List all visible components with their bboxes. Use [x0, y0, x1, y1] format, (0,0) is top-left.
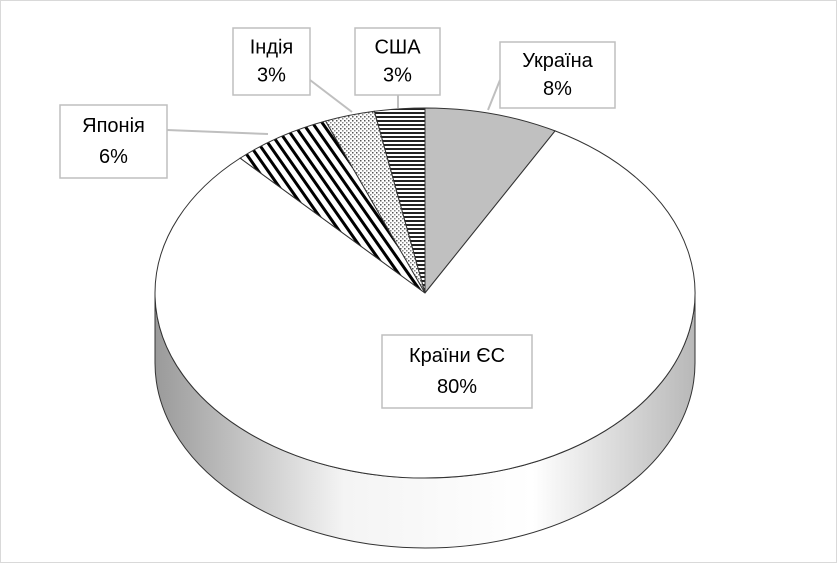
label-box — [354, 27, 441, 96]
label-box — [232, 27, 311, 96]
label-box — [499, 41, 616, 109]
pie — [154, 107, 696, 549]
leader-line — [487, 79, 501, 111]
pie-slice — [154, 130, 696, 479]
label-box — [59, 104, 168, 179]
value-label: 6% — [99, 146, 128, 168]
value-label: 3% — [257, 65, 286, 87]
label-box — [381, 334, 533, 409]
pie-slice — [424, 107, 556, 295]
value-label: 80% — [437, 376, 477, 398]
category-label: Індія — [250, 36, 294, 58]
category-label: Країни ЄС — [409, 345, 505, 367]
pie-slice — [373, 107, 426, 294]
leader-line — [166, 129, 269, 135]
category-label: Україна — [522, 50, 593, 72]
value-label: 3% — [383, 65, 412, 87]
labels: Україна 8% Країни ЄС 80% Японія 6% Індія 3% США 3… — [59, 27, 616, 409]
category-label: США — [374, 36, 421, 58]
leader-line — [309, 79, 353, 113]
value-label: 8% — [543, 78, 572, 100]
category-label: Японія — [82, 115, 145, 137]
